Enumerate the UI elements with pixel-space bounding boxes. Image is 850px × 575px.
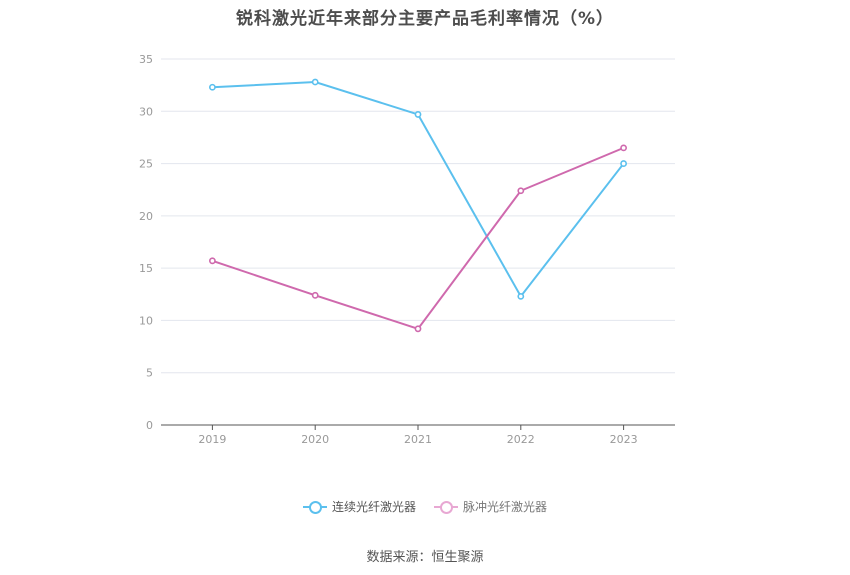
legend-marker-icon [434,500,458,514]
data-point[interactable] [208,83,216,91]
y-tick-label: 15 [139,262,153,275]
data-point[interactable] [208,257,216,265]
series-line-1 [212,146,624,330]
data-point[interactable] [311,291,319,299]
y-tick-label: 30 [139,105,153,118]
data-point[interactable] [311,78,319,86]
data-point[interactable] [414,111,422,118]
data-point[interactable] [620,160,627,167]
legend-label: 连续光纤激光器 [331,500,416,514]
legend-item-continuous[interactable]: 连续光纤激光器 [302,498,416,515]
y-tick-label: 25 [139,158,153,171]
legend-marker-icon [302,500,327,514]
legend-item-pulsed[interactable]: 脉冲光纤激光器 [434,498,547,515]
legend-label: 脉冲光纤激光器 [463,500,548,514]
legend: 连续光纤激光器 脉冲光纤激光器 [0,498,850,515]
series-group [208,78,627,333]
x-tick-label: 2022 [507,433,535,446]
source-note: 数据来源：恒生聚源 [366,550,484,565]
chart-title: 锐科激光近年来部分主要产品毛利率情况（%） [235,9,615,29]
x-tick-label: 2023 [610,433,638,446]
x-tick-label: 2019 [198,433,226,446]
y-tick-label: 0 [146,419,153,432]
x-tick-label: 2020 [301,433,329,446]
data-point[interactable] [517,187,525,195]
grid-lines [161,58,675,426]
y-tick-label: 35 [139,53,153,66]
y-tick-label: 20 [139,210,153,223]
data-point[interactable] [517,292,525,300]
y-tick-label: 5 [146,367,153,380]
data-point[interactable] [620,144,627,152]
y-tick-label: 10 [139,314,153,327]
x-tick-labels: 2019 2020 2021 2022 2023 [198,425,638,446]
x-tick-label: 2021 [404,433,432,446]
data-point[interactable] [414,325,422,333]
y-tick-labels: 0 5 10 15 20 25 30 35 [139,53,153,432]
